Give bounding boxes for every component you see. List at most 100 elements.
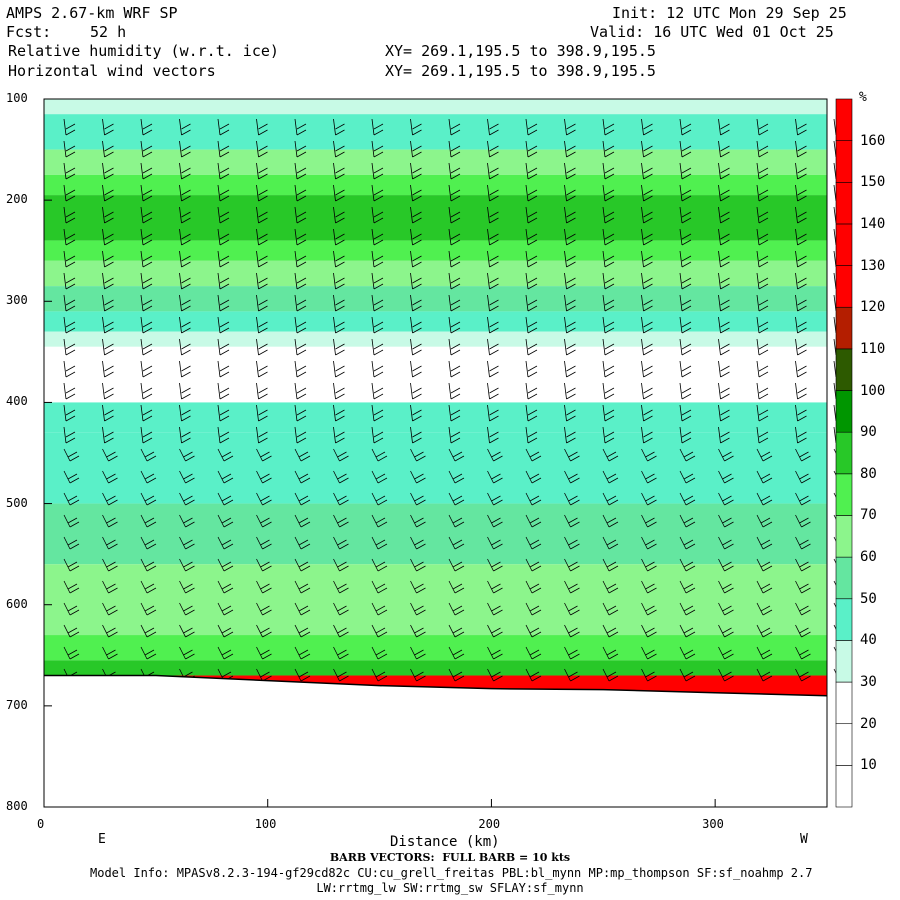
wind-barb-flag <box>335 173 345 180</box>
wind-barb-flag <box>720 437 730 444</box>
colorbar-label: 120 <box>860 299 886 316</box>
wind-barb-flag <box>296 387 307 394</box>
wind-barb-flag <box>337 649 347 656</box>
wind-barb-flag <box>185 653 195 660</box>
wind-barb-flag <box>568 649 578 656</box>
wind-barb-flag <box>104 129 114 136</box>
colorbar-swatch <box>835 223 853 266</box>
wind-barb-flag <box>223 499 234 506</box>
wind-barb-flag <box>720 305 730 312</box>
wind-barb-flag <box>258 233 268 240</box>
wind-barb-shaft <box>333 536 340 550</box>
wind-barb-shaft <box>217 360 221 378</box>
wind-barb-shaft <box>833 316 837 334</box>
wind-barb-flag <box>296 437 307 444</box>
wind-barb-flag <box>608 587 619 594</box>
wind-barb-shaft <box>756 624 764 638</box>
wind-barb-shaft <box>641 316 644 334</box>
wind-barb-shaft <box>140 624 148 638</box>
rh-layer-12 <box>44 432 827 504</box>
wind-barb-flag <box>339 631 349 638</box>
wind-barb-flag <box>493 543 503 550</box>
wind-barb-flag <box>146 587 157 594</box>
wind-barb-shaft <box>756 404 760 422</box>
wind-barb-flag <box>300 477 311 484</box>
wind-barb-flag <box>412 233 422 240</box>
wind-barb-shaft <box>448 536 456 550</box>
wind-barb-flag <box>685 587 696 594</box>
wind-barb-shaft <box>256 448 263 462</box>
wind-barb-flag <box>223 609 234 616</box>
wind-barb-shaft <box>718 580 725 594</box>
wind-barb-shaft <box>256 624 263 638</box>
wind-barb-flag <box>106 517 116 524</box>
wind-barb-shaft <box>102 602 109 616</box>
wind-barb-shaft <box>525 536 533 550</box>
wind-barb-shaft <box>410 382 413 400</box>
wind-barb-shaft <box>179 228 182 246</box>
wind-barb-flag <box>493 675 503 682</box>
wind-barb-flag <box>758 415 769 422</box>
wind-barb-flag <box>570 587 580 594</box>
wind-barb-shaft <box>525 184 529 202</box>
wind-barb-shaft <box>756 668 764 682</box>
wind-barb-flag <box>799 495 809 502</box>
wind-barb-shaft <box>602 668 610 682</box>
wind-barb-flag <box>104 277 114 284</box>
wind-barb-flag <box>493 587 503 594</box>
wind-barb-shaft <box>179 294 182 312</box>
y-tick-label: 100 <box>6 91 28 105</box>
wind-barb-flag <box>566 393 576 400</box>
wind-barb-flag <box>65 415 76 422</box>
wind-barb-flag <box>683 517 694 524</box>
wind-barb-shaft <box>102 492 109 506</box>
wind-barb-flag <box>758 299 769 306</box>
wind-barb-flag <box>681 217 692 224</box>
wind-barb-flag <box>104 283 114 290</box>
wind-barb-flag <box>258 343 268 350</box>
wind-barb-flag <box>412 211 422 218</box>
wind-barb-flag <box>531 477 542 484</box>
wind-barb-flag <box>643 167 653 174</box>
wind-barb-shaft <box>718 536 725 550</box>
wind-barb-shaft <box>602 514 610 528</box>
wind-barb-flag <box>681 305 692 312</box>
wind-barb-flag <box>758 431 769 438</box>
wind-barb-flag <box>219 431 230 438</box>
wind-barb-flag <box>335 151 345 158</box>
wind-barb-flag <box>643 173 653 180</box>
wind-barb-flag <box>335 211 345 218</box>
wind-barb-flag <box>144 517 155 524</box>
wind-barb-shaft <box>294 668 302 682</box>
wind-barb-flag <box>219 211 230 218</box>
wind-barb-flag <box>146 477 157 484</box>
wind-barb-flag <box>104 261 114 268</box>
wind-barb-flag <box>720 217 730 224</box>
wind-barbs <box>63 118 850 682</box>
colorbar <box>835 98 853 808</box>
wind-barb-flag <box>491 583 501 590</box>
wind-barb-flag <box>491 451 501 458</box>
wind-barb-flag <box>106 583 116 590</box>
wind-barb-flag <box>647 521 657 528</box>
wind-barb-shaft <box>371 338 375 356</box>
wind-barb-flag <box>219 217 230 224</box>
wind-barb-flag <box>797 261 807 268</box>
wind-barb-flag <box>335 255 345 262</box>
rh-layer-6 <box>44 260 827 287</box>
valid-time: Valid: 16 UTC Wed 01 Oct 25 <box>590 23 834 41</box>
wind-barb-shaft <box>140 470 148 484</box>
forecast-hour: 52 h <box>90 23 127 41</box>
wind-barb-flag <box>720 239 730 246</box>
wind-barb-flag <box>373 387 384 394</box>
wind-barb-flag <box>185 565 195 572</box>
wind-barb-flag <box>801 477 811 484</box>
wind-barb-shaft <box>410 646 417 660</box>
wind-barb-shaft <box>333 272 336 290</box>
wind-barb-shaft <box>795 360 798 378</box>
wind-barb-flag <box>683 539 694 546</box>
wind-barb-flag <box>489 343 499 350</box>
wind-barb-shaft <box>679 558 687 572</box>
wind-barb-shaft <box>140 602 148 616</box>
wind-barb-flag <box>797 195 807 202</box>
